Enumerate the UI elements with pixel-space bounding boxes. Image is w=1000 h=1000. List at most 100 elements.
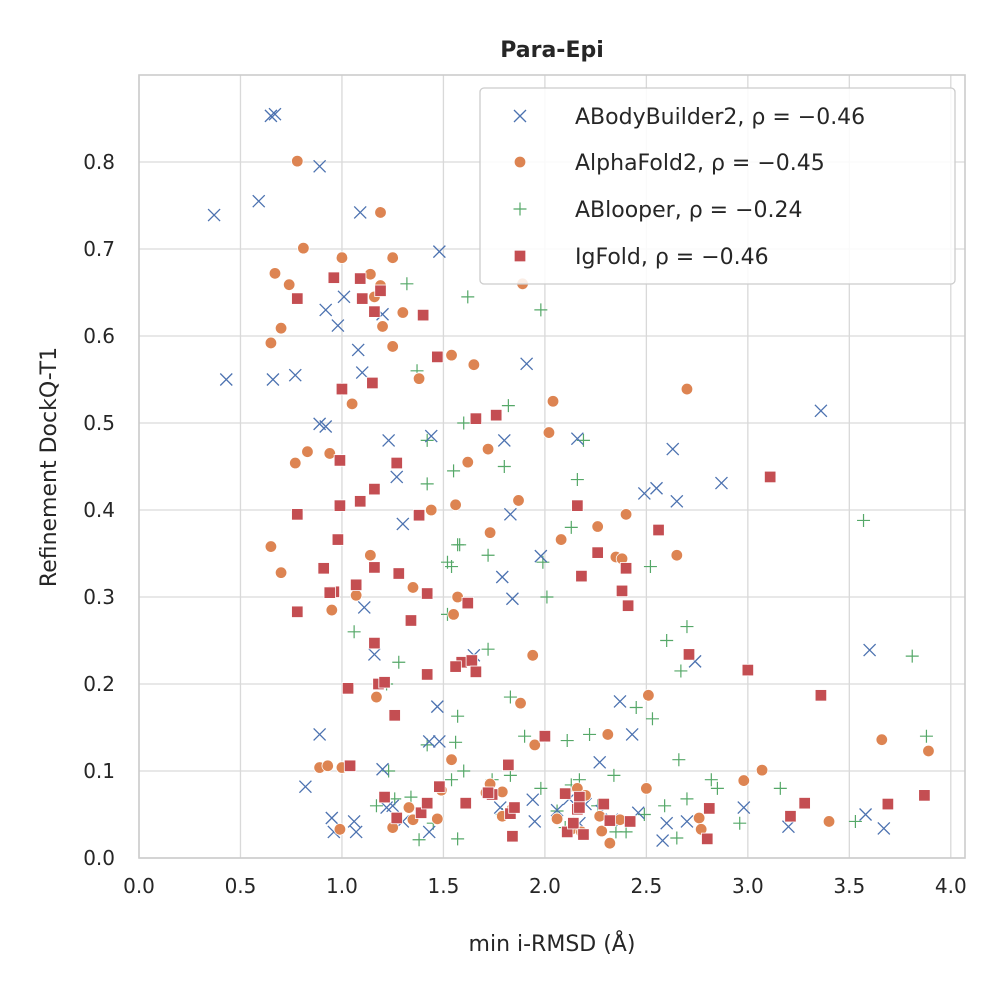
- point-alphafold2: [445, 348, 458, 362]
- y-tick-label: 0.8: [83, 150, 115, 174]
- point-abodybuilder2: [625, 728, 639, 741]
- point-alphafold2: [546, 395, 560, 408]
- point-alphafold2: [264, 336, 278, 350]
- point-abodybuilder2: [252, 194, 266, 208]
- point-igfold: [390, 456, 403, 470]
- point-alphafold2: [268, 267, 282, 280]
- point-igfold: [388, 709, 401, 722]
- point-igfold: [459, 797, 472, 810]
- point-ablooper: [710, 781, 724, 795]
- plot-frame: [138, 74, 966, 859]
- point-igfold: [354, 272, 367, 285]
- point-abodybuilder2: [666, 442, 680, 456]
- point-abodybuilder2: [863, 643, 877, 657]
- point-abodybuilder2: [264, 109, 278, 123]
- point-igfold: [469, 665, 483, 678]
- point-alphafold2: [601, 728, 615, 741]
- point-ablooper: [643, 560, 657, 574]
- point-igfold: [335, 382, 349, 396]
- point-igfold: [431, 350, 444, 364]
- point-alphafold2: [619, 508, 633, 521]
- point-igfold: [603, 814, 616, 827]
- point-alphafold2: [680, 382, 694, 396]
- point-ablooper: [773, 781, 787, 795]
- point-ablooper: [629, 700, 643, 714]
- point-abodybuilder2: [268, 107, 282, 121]
- point-alphafold2: [321, 759, 334, 772]
- point-ablooper: [564, 520, 578, 534]
- point-igfold: [366, 376, 379, 390]
- y-tick-label: 0.5: [83, 411, 115, 435]
- legend-label-abodybuilder2: ABodyBuilder2, ρ = −0.46: [575, 105, 865, 130]
- point-ablooper: [453, 538, 467, 552]
- point-abodybuilder2: [313, 159, 327, 173]
- point-alphafold2: [345, 397, 359, 411]
- y-tick-label: 0.3: [83, 585, 115, 609]
- point-igfold: [814, 689, 828, 702]
- point-ablooper: [672, 753, 686, 767]
- point-abodybuilder2: [298, 780, 312, 794]
- point-alphafold2: [449, 498, 462, 511]
- point-ablooper: [540, 590, 554, 604]
- point-igfold: [404, 614, 418, 627]
- x-tick-label: 1.5: [428, 874, 460, 898]
- point-igfold: [652, 523, 665, 537]
- point-igfold: [615, 584, 629, 598]
- legend-marker-igfold: [513, 249, 527, 263]
- point-alphafold2: [670, 549, 684, 562]
- point-ablooper: [670, 831, 684, 845]
- point-alphafold2: [425, 503, 438, 517]
- chart-title: Para-Epi: [500, 38, 604, 63]
- point-igfold: [506, 830, 519, 843]
- point-abodybuilder2: [503, 507, 517, 521]
- point-igfold: [291, 292, 304, 305]
- point-ablooper: [848, 814, 862, 828]
- point-igfold: [368, 636, 381, 650]
- point-igfold: [798, 797, 811, 810]
- point-igfold: [333, 499, 347, 512]
- point-alphafold2: [483, 526, 497, 539]
- point-igfold: [591, 546, 604, 559]
- point-abodybuilder2: [613, 694, 627, 708]
- point-abodybuilder2: [207, 208, 221, 222]
- point-igfold: [343, 759, 357, 772]
- x-tick-label: 2.5: [630, 874, 662, 898]
- point-igfold: [597, 797, 610, 811]
- point-alphafold2: [526, 649, 539, 662]
- point-igfold: [368, 482, 381, 496]
- point-abodybuilder2: [505, 592, 519, 606]
- point-igfold: [623, 815, 637, 828]
- point-ablooper: [481, 642, 495, 656]
- point-alphafold2: [550, 812, 564, 826]
- legend-label-alphafold2: AlphaFold2, ρ = −0.45: [575, 151, 825, 176]
- point-alphafold2: [264, 540, 278, 553]
- point-igfold: [573, 790, 586, 804]
- point-alphafold2: [376, 320, 389, 333]
- point-abodybuilder2: [432, 734, 446, 748]
- point-abodybuilder2: [288, 368, 302, 382]
- point-abodybuilder2: [637, 487, 651, 500]
- point-abodybuilder2: [325, 811, 339, 825]
- point-alphafold2: [274, 321, 288, 335]
- point-igfold: [291, 605, 304, 618]
- point-abodybuilder2: [424, 429, 438, 443]
- point-igfold: [490, 409, 503, 422]
- y-tick-label: 0.1: [83, 759, 115, 783]
- point-alphafold2: [282, 278, 296, 291]
- point-igfold: [701, 832, 714, 846]
- point-abodybuilder2: [526, 793, 540, 807]
- y-tick-labels: 0.0 0.1 0.2 0.3 0.4 0.5 0.6 0.7 0.8: [83, 150, 115, 870]
- legend-markers: [513, 109, 527, 263]
- point-alphafold2: [335, 251, 349, 264]
- point-abodybuilder2: [347, 815, 361, 828]
- point-abodybuilder2: [422, 734, 436, 748]
- point-ablooper: [445, 773, 459, 787]
- point-igfold: [577, 828, 590, 841]
- point-ablooper: [704, 773, 718, 787]
- point-alphafold2: [755, 763, 769, 777]
- point-alphafold2: [289, 456, 302, 470]
- point-igfold: [333, 454, 347, 467]
- point-abodybuilder2: [528, 815, 542, 828]
- point-alphafold2: [461, 455, 474, 469]
- point-alphafold2: [291, 154, 304, 168]
